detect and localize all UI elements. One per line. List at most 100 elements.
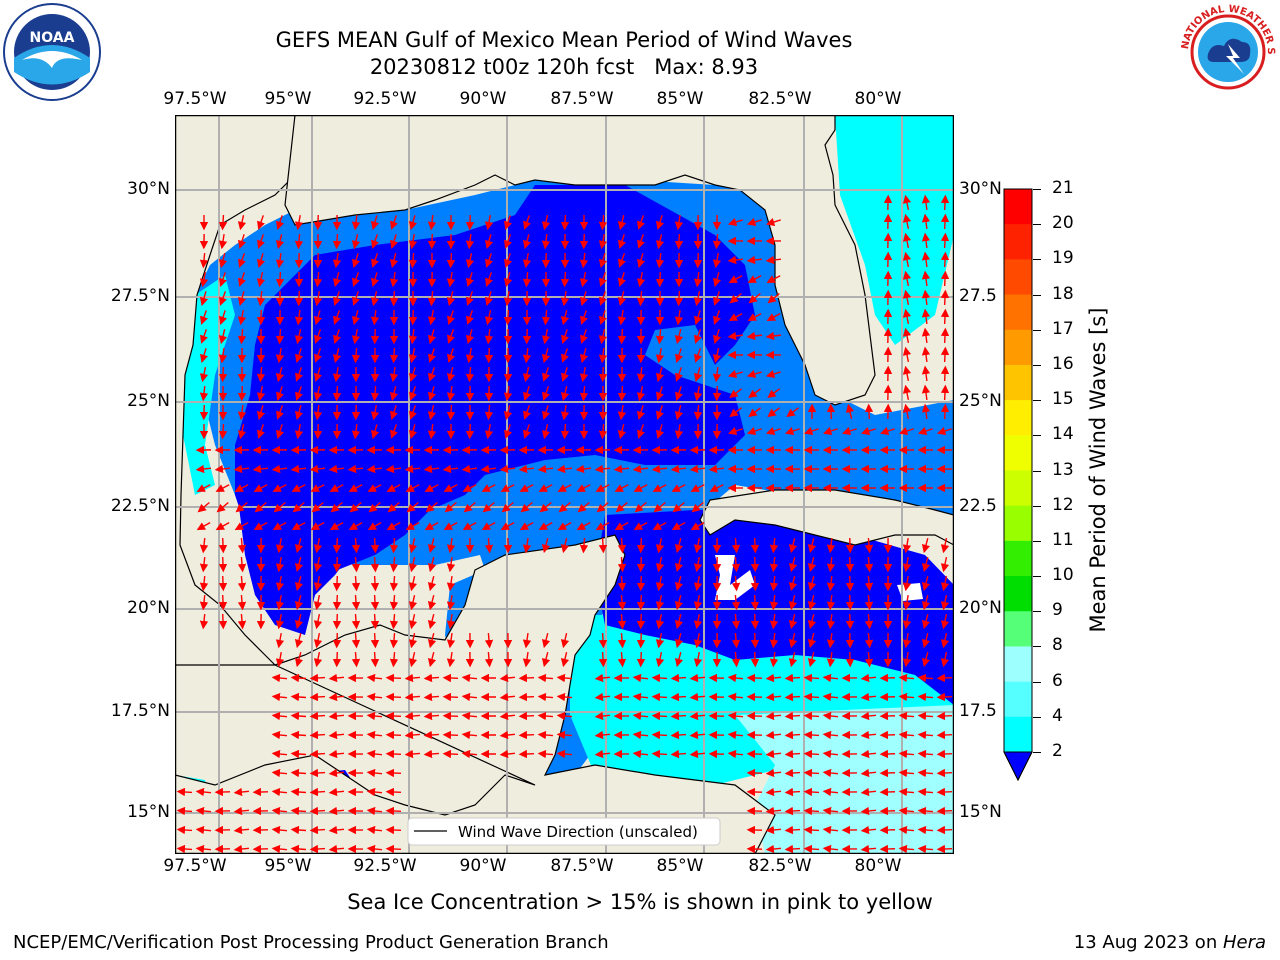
colorbar-swatch — [1004, 681, 1032, 718]
wind-arrow — [693, 594, 703, 611]
wind-arrow — [290, 806, 307, 816]
colorbar — [1003, 188, 1043, 792]
wind-arrow — [917, 844, 934, 854]
wind-arrow — [651, 673, 668, 683]
wind-arrow — [826, 537, 836, 554]
colorbar-label: Mean Period of Wind Waves [s] — [1086, 307, 1110, 633]
wind-arrow — [769, 556, 779, 573]
wind-arrow — [712, 252, 722, 269]
wind-arrow — [499, 711, 516, 721]
wind-arrow — [275, 367, 285, 383]
wind-arrow — [503, 385, 513, 402]
wind-arrow — [442, 673, 459, 683]
wind-arrow — [921, 194, 931, 211]
wind-arrow — [333, 310, 341, 325]
wind-arrow — [637, 234, 645, 249]
wind-arrow — [309, 787, 326, 797]
map-panel: Wind Wave Direction (unscaled) — [174, 114, 955, 858]
wind-arrow — [351, 404, 361, 421]
wind-arrow — [860, 673, 877, 683]
wind-arrow — [310, 484, 325, 492]
colorbar-tick-label: 17 — [1052, 318, 1074, 339]
wind-arrow — [352, 272, 360, 287]
wind-arrow — [385, 787, 402, 797]
wind-arrow — [729, 292, 742, 304]
wind-arrow — [617, 594, 627, 611]
wind-arrow — [898, 806, 915, 816]
lon-label-top-4: 87.5°W — [550, 89, 614, 109]
wind-arrow — [879, 787, 896, 797]
wind-arrow — [672, 501, 685, 513]
colorbar-swatch — [1004, 576, 1032, 612]
wind-arrow — [902, 613, 912, 630]
wind-arrow — [579, 272, 589, 288]
wind-arrow — [656, 386, 664, 401]
wind-arrow — [579, 537, 589, 554]
wind-arrow — [898, 673, 915, 683]
wind-arrow — [765, 787, 782, 797]
wind-arrow — [484, 651, 494, 668]
wind-arrow — [803, 673, 820, 683]
wind-arrow — [385, 844, 402, 854]
wind-arrow — [691, 501, 704, 513]
wind-arrow — [636, 575, 646, 592]
wind-arrow — [499, 692, 516, 702]
wind-arrow — [750, 537, 760, 554]
wind-arrow — [428, 348, 436, 363]
wind-arrow — [295, 386, 303, 401]
wind-arrow — [408, 233, 418, 250]
wind-arrow — [500, 484, 515, 492]
wind-arrow — [482, 501, 495, 513]
wind-arrow — [465, 253, 475, 269]
wind-arrow — [370, 651, 380, 668]
colorbar-tick-mark — [1033, 540, 1041, 542]
wind-arrow — [541, 652, 551, 668]
wind-arrow — [765, 711, 782, 721]
wind-arrow — [370, 385, 380, 402]
wind-arrow — [579, 291, 589, 307]
wind-arrow — [748, 388, 762, 398]
wind-arrow — [689, 673, 706, 683]
wind-arrow — [617, 385, 627, 402]
wind-arrow — [237, 215, 247, 231]
wind-arrow — [519, 521, 534, 531]
wind-arrow — [385, 673, 402, 683]
wind-arrow — [237, 328, 247, 345]
wind-arrow — [537, 711, 554, 721]
wind-arrow — [370, 613, 380, 630]
wind-arrow — [328, 787, 345, 797]
wind-arrow — [579, 233, 589, 250]
wind-arrow — [537, 692, 554, 702]
wind-arrow — [404, 692, 421, 702]
wind-arrow — [693, 385, 703, 402]
wind-arrow — [271, 730, 288, 740]
colorbar-tick-label: 12 — [1052, 494, 1074, 515]
wind-arrow — [408, 595, 418, 611]
wind-arrow — [860, 806, 877, 816]
lon-label-bottom-1: 95°W — [264, 856, 312, 876]
wind-arrow — [442, 464, 459, 474]
wind-arrow — [712, 272, 722, 288]
wind-arrow — [807, 614, 817, 630]
wind-arrow — [404, 749, 421, 759]
wind-arrow — [366, 806, 383, 816]
wind-arrow — [233, 825, 250, 835]
wind-arrow — [769, 537, 779, 554]
wind-arrow — [767, 388, 781, 398]
colorbar-swatch — [1004, 611, 1032, 647]
wind-arrow — [595, 484, 610, 492]
wind-arrow — [328, 825, 345, 835]
wind-arrow — [328, 711, 345, 721]
wind-arrow — [218, 233, 228, 250]
wind-arrow — [484, 328, 494, 345]
wind-arrow — [769, 651, 779, 668]
lon-label-top-0: 97.5°W — [163, 89, 227, 109]
wind-arrow — [216, 501, 229, 513]
wind-arrow — [921, 270, 931, 287]
wind-arrow — [921, 232, 931, 249]
wind-arrow — [427, 633, 437, 649]
wind-arrow — [917, 825, 934, 835]
wind-arrow — [370, 291, 380, 307]
colorbar-tick-mark — [1033, 189, 1041, 190]
wind-arrow — [351, 347, 361, 364]
